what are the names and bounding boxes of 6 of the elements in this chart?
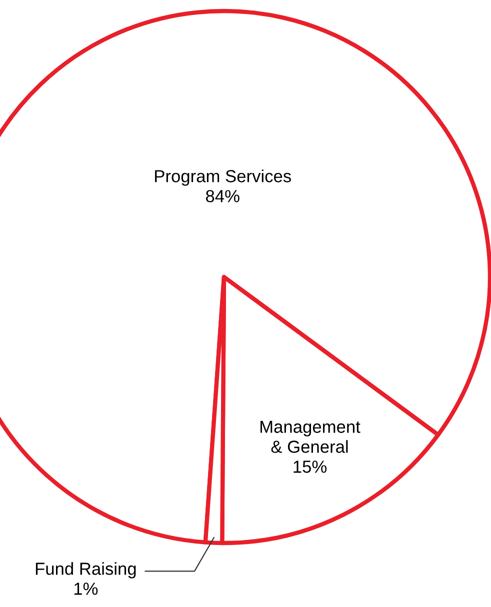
slice-label: Program Services	[155, 170, 291, 186]
data-label: 15%	[294, 460, 327, 473]
slice-label: Management & General	[260, 420, 360, 453]
slice-label: Fund Raising	[36, 562, 136, 578]
data-label: 84%	[206, 190, 240, 202]
data-label: 1%	[74, 582, 98, 595]
